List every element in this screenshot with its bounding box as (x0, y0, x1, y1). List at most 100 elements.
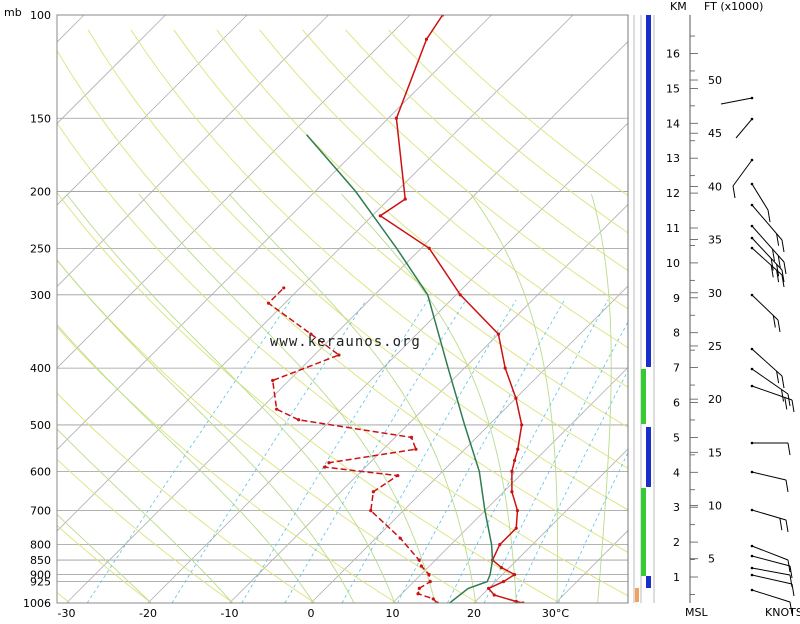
dry-adiabat (259, 29, 628, 349)
altitude-ticks: 1234567891011121314151651015202530354045… (666, 35, 722, 595)
wind-barb (750, 441, 791, 456)
plot-frame (56, 14, 629, 604)
ft-tick-label: 15 (708, 446, 722, 459)
wind-barb (735, 117, 754, 139)
moisture-layer-bar (641, 488, 646, 576)
dry-adiabat (57, 49, 628, 553)
pressure-tick-label: 500 (30, 419, 51, 432)
profile-point (419, 564, 423, 568)
surface-layer-bar (635, 588, 639, 602)
dry-adiabat (57, 191, 560, 603)
wind-barb (750, 544, 791, 573)
altitude-km-label: KM (670, 0, 687, 13)
wind-barb (750, 347, 785, 389)
dry-adiabat (57, 122, 628, 597)
profile-point (297, 418, 301, 422)
isotherm-line (719, 15, 800, 603)
profile-point (371, 490, 375, 494)
dry-adiabat (87, 29, 628, 511)
profile-point (396, 473, 400, 478)
wind-unit-label: KNOTS (765, 606, 800, 619)
profile-point (275, 407, 279, 411)
profile-point (492, 593, 496, 597)
profile-point (514, 599, 518, 603)
watermark: www.keraunos.org (270, 334, 421, 350)
moist-adiabat (228, 193, 477, 603)
profile-point (266, 301, 271, 305)
isotherm-line (57, 15, 329, 288)
profile-point (428, 580, 432, 584)
pressure-tick-label: 850 (30, 554, 51, 567)
dry-adiabat (57, 259, 479, 603)
km-tick-label: 10 (666, 257, 680, 270)
mixing-ratio-line (241, 299, 429, 603)
temperature-tick-label: 20 (467, 607, 481, 620)
pressure-tick-label: 700 (30, 505, 51, 518)
profile-point (378, 214, 382, 218)
profile-point (427, 573, 431, 577)
profile-point (514, 526, 518, 530)
km-tick-label: 4 (673, 466, 680, 479)
profile-point (512, 458, 517, 463)
profile-point (510, 490, 514, 494)
km-tick-label: 13 (666, 152, 680, 165)
km-tick-label: 8 (673, 327, 680, 340)
ft-tick-label: 10 (708, 500, 722, 513)
moist-adiabat (57, 324, 314, 603)
pressure-tick-label: 1006 (23, 597, 51, 610)
profile-point (403, 197, 407, 201)
km-tick-label: 14 (666, 117, 680, 130)
ft-tick-label: 45 (708, 127, 722, 140)
parcel-path (306, 134, 494, 603)
wind-barb (750, 384, 795, 413)
isotherm-line (57, 15, 411, 369)
dry-adiabat (302, 29, 628, 310)
profile-point (496, 332, 501, 336)
pressure-tick-label: 900 (30, 569, 51, 582)
profile-point (398, 536, 402, 540)
mixing-ratio-line (483, 321, 628, 603)
profile-point (417, 558, 421, 562)
mixing-ratio-line (512, 369, 628, 603)
moist-adiabat (470, 193, 558, 603)
isotherm-line (57, 15, 248, 206)
km-tick-label: 12 (666, 187, 680, 200)
cloud-layer-bar (646, 576, 651, 588)
mixing-ratio-line (447, 299, 609, 603)
wind-barb (750, 566, 793, 588)
profile-point (503, 366, 507, 370)
pressure-tick-label: 150 (30, 112, 51, 125)
mixing-ratio-line (341, 299, 517, 603)
moist-adiabat (341, 193, 517, 603)
temperature-tick-label: -20 (139, 607, 157, 620)
km-tick-label: 11 (666, 222, 680, 235)
wind-barb (732, 158, 754, 199)
profile-point (510, 469, 514, 473)
moisture-layer-bar (641, 369, 646, 424)
isotherm-line (57, 15, 166, 125)
isotherm-line (229, 203, 628, 603)
mixing-ratio-line (558, 451, 628, 603)
pressure-unit-label: mb (4, 6, 22, 19)
ft-tick-label: 35 (708, 234, 722, 247)
mixing-ratio-line (86, 299, 292, 603)
pressure-tick-label: 800 (30, 539, 51, 552)
moist-adiabat (57, 428, 233, 603)
profile-point (323, 465, 327, 469)
profile-point (512, 573, 517, 577)
isotherm-line (555, 529, 628, 603)
pressure-tick-label: 200 (30, 186, 51, 199)
wind-barb (750, 508, 789, 533)
ft-tick-label: 30 (708, 287, 722, 300)
ft-tick-label: 5 (708, 553, 715, 566)
profile-point (486, 586, 491, 591)
profile-point (520, 423, 524, 427)
profile-point (458, 293, 462, 297)
km-tick-label: 7 (673, 362, 680, 375)
isotherm-line (57, 15, 492, 451)
wind-barb (750, 573, 795, 597)
wind-barb (750, 182, 771, 223)
dry-adiabat (173, 29, 628, 428)
